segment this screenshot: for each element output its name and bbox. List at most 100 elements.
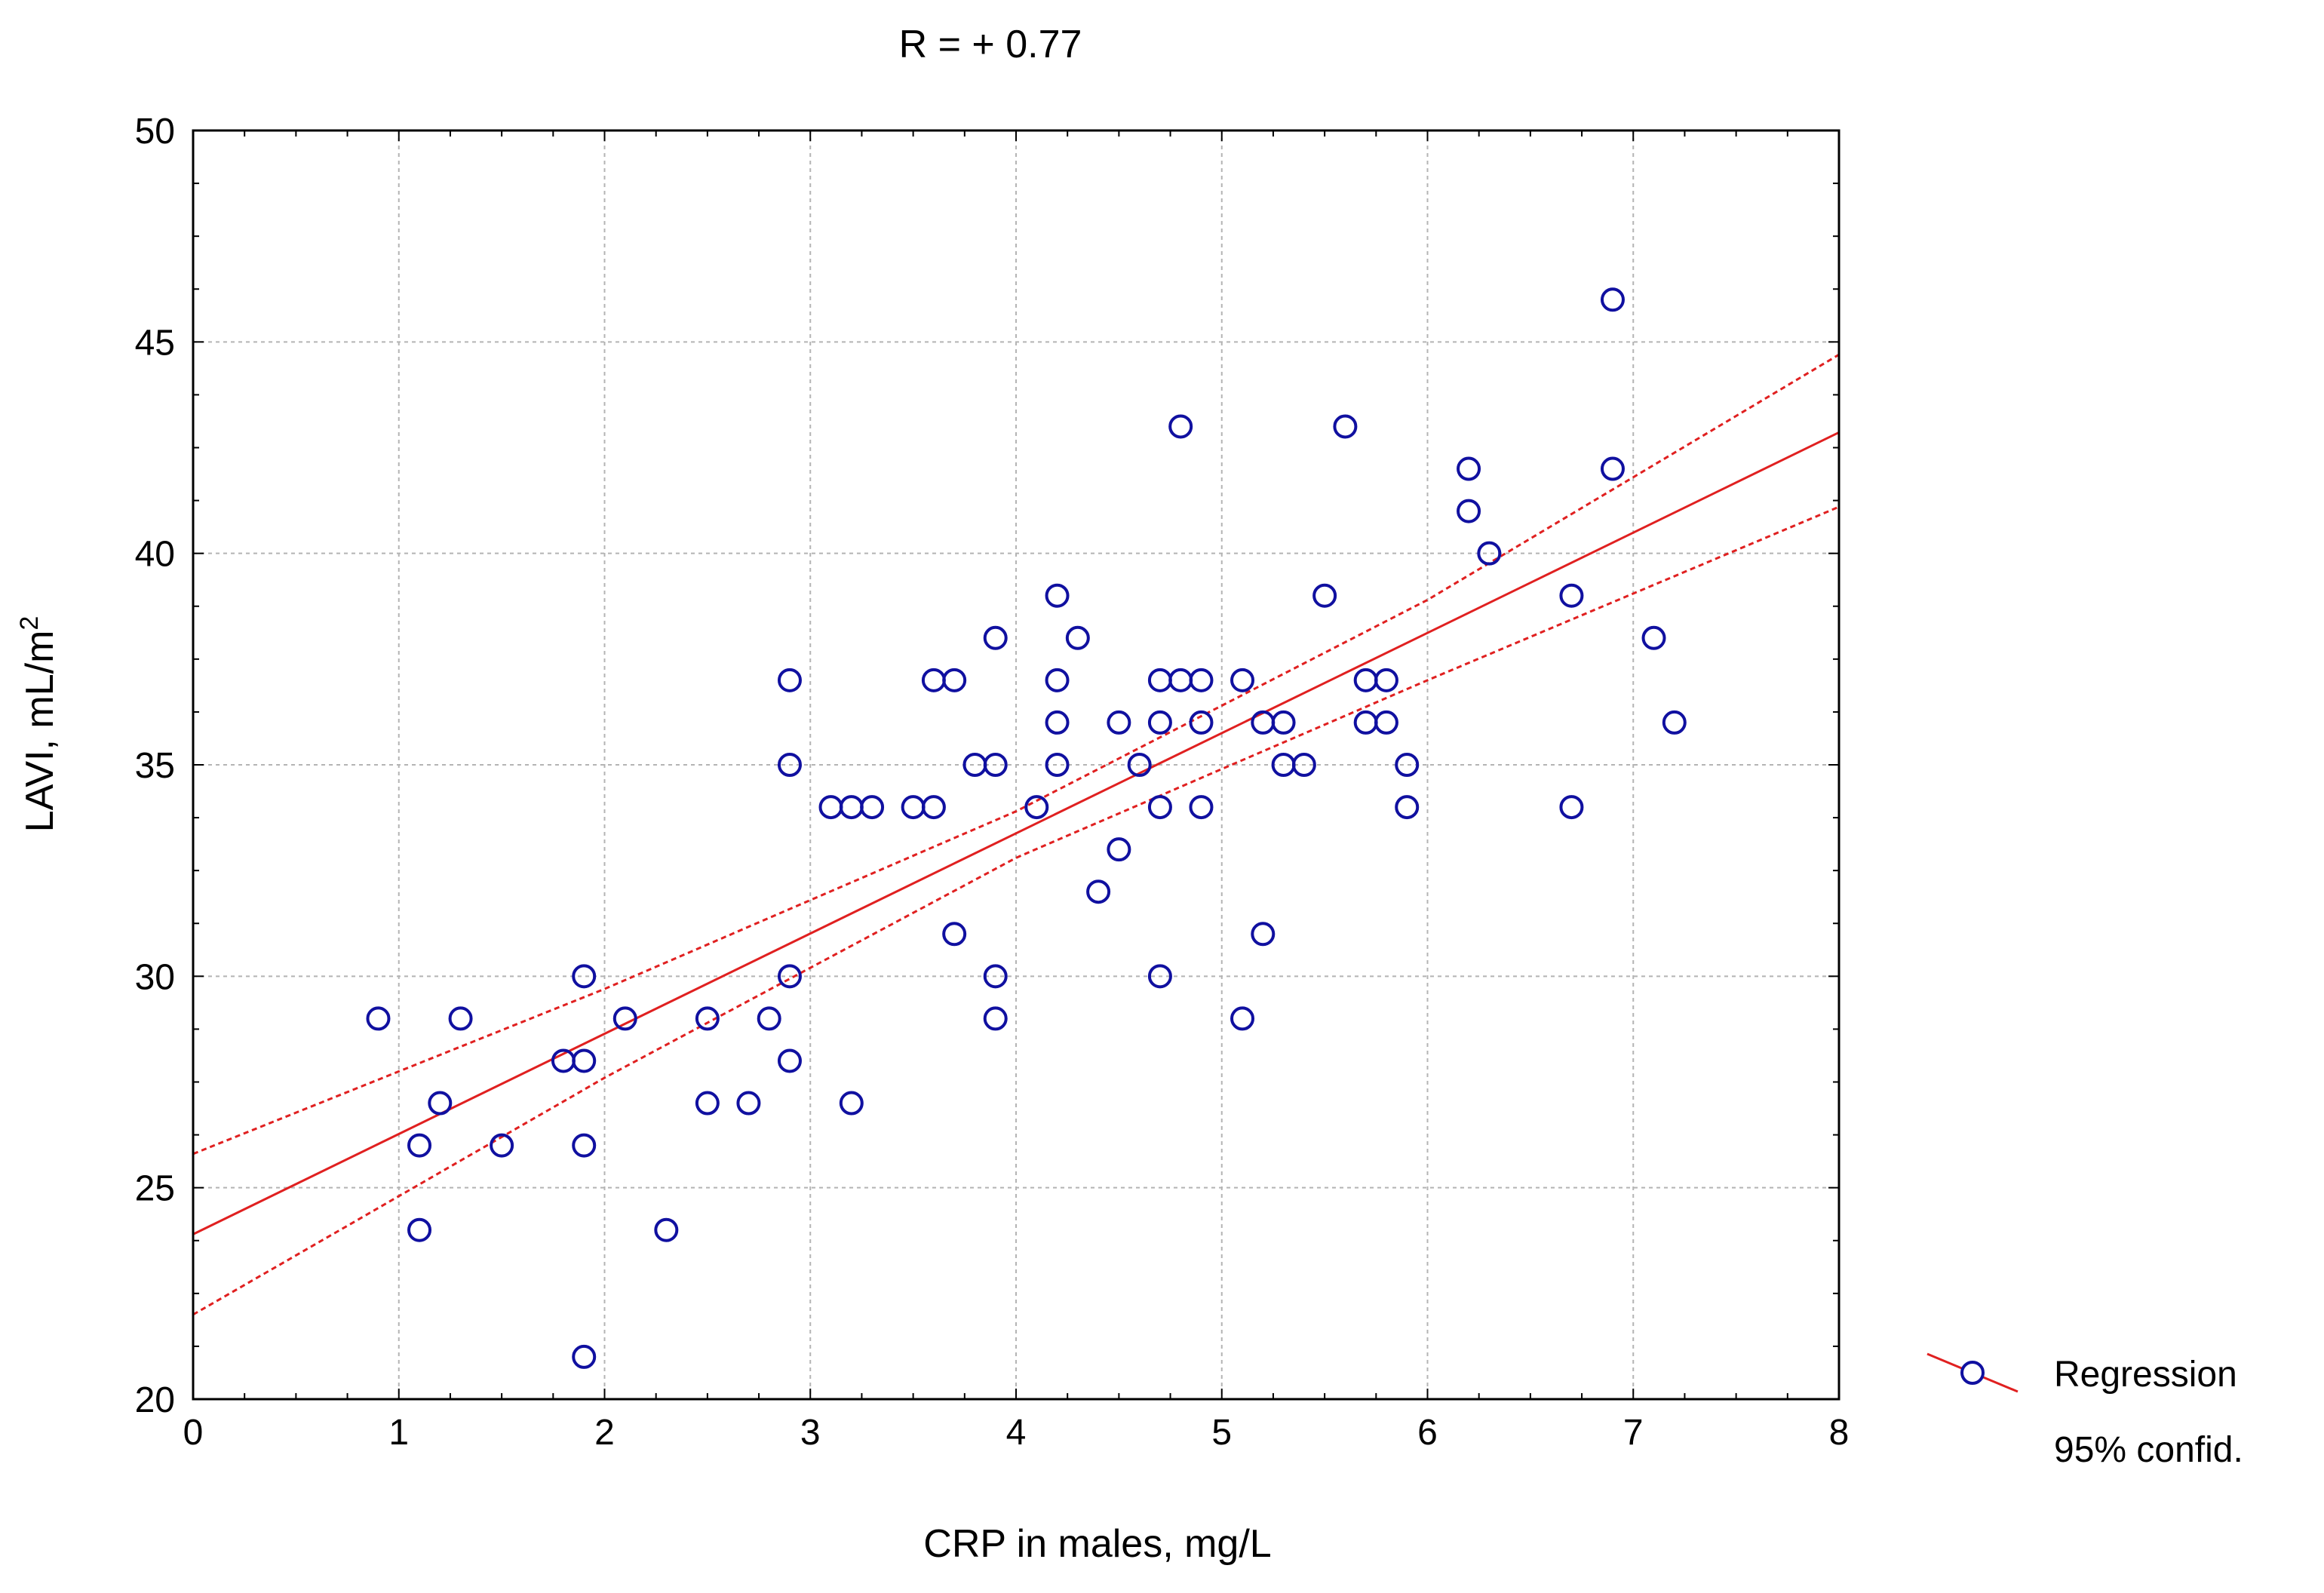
y-axis-ticks: 20 25 30 35 40 45 50: [135, 112, 1839, 1420]
data-point: [1065, 625, 1090, 650]
data-point: [1600, 287, 1625, 312]
y-axis-label-superscript: 2: [15, 616, 44, 631]
x-tick-label: 7: [1623, 1413, 1644, 1453]
data-point: [654, 1217, 679, 1242]
y-tick-label: 20: [135, 1380, 175, 1420]
data-point: [572, 1133, 597, 1158]
data-point: [366, 1006, 391, 1031]
x-tick-label: 5: [1211, 1413, 1232, 1453]
x-tick-label: 2: [594, 1413, 615, 1453]
data-point: [1147, 964, 1172, 989]
y-tick-label: 40: [135, 535, 175, 575]
data-point: [448, 1006, 473, 1031]
legend-confidence-label: 95% confid.: [2054, 1430, 2243, 1470]
data-point: [777, 668, 802, 692]
data-point: [572, 964, 597, 989]
data-point: [1333, 414, 1358, 439]
y-tick-label: 50: [135, 112, 175, 152]
data-point: [1045, 668, 1070, 692]
x-tick-label: 6: [1417, 1413, 1438, 1453]
data-point: [695, 1006, 720, 1031]
legend: Regression 95% confid.: [1926, 1352, 2243, 1470]
data-point: [1395, 753, 1420, 777]
data-point: [1271, 710, 1296, 735]
data-point: [1189, 710, 1214, 735]
x-axis-ticks: 0 1 2 3 4 5 6 7 8: [183, 130, 1850, 1453]
data-point: [1107, 710, 1131, 735]
data-point: [1230, 1006, 1255, 1031]
data-point: [1477, 541, 1502, 566]
data-point: [1189, 795, 1214, 820]
chart-title: R = + 0.77: [899, 23, 1082, 66]
data-point: [572, 1344, 597, 1369]
data-point: [1641, 625, 1666, 650]
data-point: [1189, 668, 1214, 692]
confidence-upper-line: [192, 353, 1840, 1156]
data-point: [1291, 753, 1316, 777]
data-point: [1374, 710, 1398, 735]
data-point: [407, 1133, 432, 1158]
legend-regression-label: Regression: [2054, 1355, 2237, 1395]
data-point: [612, 1006, 637, 1031]
data-point: [983, 964, 1008, 989]
data-point: [1457, 456, 1481, 481]
data-point: [1147, 795, 1172, 820]
y-axis-label-main: LAVI, mL/m: [18, 631, 62, 833]
data-point: [983, 753, 1008, 777]
data-point: [1395, 795, 1420, 820]
data-point: [942, 668, 967, 692]
data-point: [777, 964, 802, 989]
x-axis-label: CRP in males, mg/L: [923, 1522, 1271, 1566]
data-point: [942, 922, 967, 947]
data-point: [428, 1091, 453, 1116]
data-point: [572, 1048, 597, 1073]
y-tick-label: 45: [135, 323, 175, 363]
data-point: [1045, 710, 1070, 735]
regression-line: [192, 431, 1840, 1235]
data-point: [1559, 795, 1584, 820]
data-point: [777, 1048, 802, 1073]
data-point: [1600, 456, 1625, 481]
data-point: [490, 1133, 514, 1158]
x-tick-label: 1: [388, 1413, 409, 1453]
data-point: [1559, 583, 1584, 608]
data-point: [1045, 753, 1070, 777]
legend-point-marker: [1960, 1361, 1985, 1385]
y-axis-label: LAVI, mL/m2: [15, 616, 62, 833]
x-tick-label: 4: [1006, 1413, 1027, 1453]
data-point: [1127, 753, 1152, 777]
data-point: [921, 795, 946, 820]
data-points: [366, 287, 1687, 1369]
x-tick-label: 3: [800, 1413, 821, 1453]
x-tick-label: 8: [1829, 1413, 1850, 1453]
data-point: [695, 1091, 720, 1116]
confidence-band: [192, 353, 1840, 1316]
y-tick-label: 35: [135, 746, 175, 786]
data-point: [1024, 795, 1049, 820]
data-point: [1086, 879, 1111, 904]
data-point: [839, 1091, 864, 1116]
data-point: [1662, 710, 1687, 735]
data-point: [1312, 583, 1337, 608]
data-point: [777, 753, 802, 777]
y-tick-label: 30: [135, 957, 175, 997]
data-point: [1251, 922, 1276, 947]
data-point: [860, 795, 885, 820]
data-point: [983, 625, 1008, 650]
grid-lines: [193, 130, 1839, 1399]
data-point: [1107, 837, 1131, 862]
x-tick-label: 0: [183, 1413, 204, 1453]
data-point: [1457, 499, 1481, 523]
data-point: [757, 1006, 781, 1031]
data-point: [736, 1091, 761, 1116]
y-tick-label: 25: [135, 1169, 175, 1209]
regression-line-group: [192, 431, 1840, 1235]
data-point: [1045, 583, 1070, 608]
data-point: [1230, 668, 1255, 692]
data-point: [1168, 414, 1193, 439]
data-point: [1147, 710, 1172, 735]
data-point: [1374, 668, 1398, 692]
data-point: [983, 1006, 1008, 1031]
data-point: [407, 1217, 432, 1242]
